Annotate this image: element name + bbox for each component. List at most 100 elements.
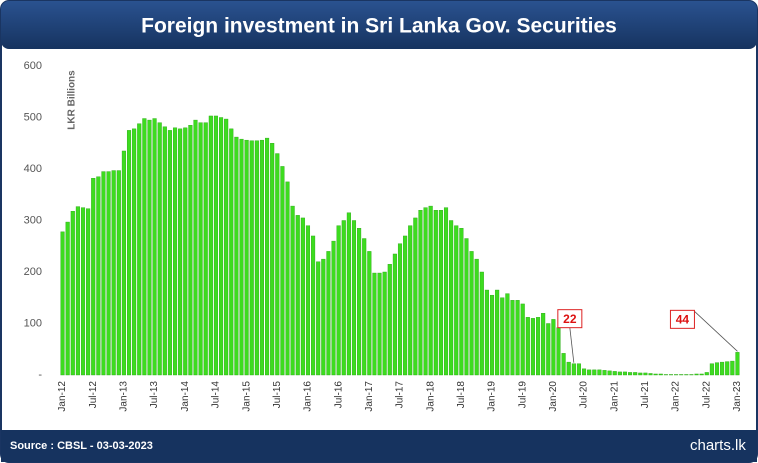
bar [311, 235, 316, 376]
x-tick-label: Jul-12 [88, 381, 99, 409]
bar [658, 373, 663, 376]
bar [106, 171, 111, 376]
bar [668, 374, 674, 376]
x-tick-label: Jan-15 [241, 381, 252, 412]
bar [162, 126, 167, 376]
bar [489, 294, 495, 376]
bar [530, 318, 535, 376]
x-tick-label: Jan-13 [119, 381, 130, 412]
bar [254, 140, 259, 376]
x-tick-label: Jul-13 [149, 381, 160, 409]
bar [147, 119, 152, 376]
bar [607, 370, 612, 376]
x-tick-label: Jul-15 [272, 381, 283, 409]
x-tick-label: Jul-22 [701, 381, 712, 409]
bar [628, 372, 633, 376]
bar [464, 238, 469, 376]
logo: charts.lk [690, 437, 746, 454]
bar [387, 264, 392, 376]
bar [495, 289, 500, 376]
y-tick-label: 500 [24, 111, 42, 123]
bar [725, 361, 730, 376]
y-tick-label: 300 [24, 214, 42, 226]
bar [556, 327, 561, 376]
bar [65, 221, 70, 376]
bar [587, 369, 592, 376]
bar [602, 370, 607, 376]
bar [367, 251, 372, 376]
bar [193, 119, 198, 376]
bar [96, 176, 101, 376]
bar [479, 271, 484, 376]
bar [520, 303, 525, 376]
bar [101, 171, 106, 376]
x-tick-label: Jul-18 [456, 381, 467, 409]
bar [433, 209, 438, 376]
bar [597, 369, 602, 376]
bar [469, 251, 474, 376]
bar [709, 363, 714, 376]
bar [566, 361, 571, 376]
bar [653, 373, 658, 376]
bar [183, 127, 188, 376]
bar [449, 220, 454, 376]
bar [689, 374, 694, 376]
bar [377, 272, 382, 376]
bar [418, 209, 423, 376]
bar [510, 300, 515, 376]
bar [116, 170, 121, 376]
bar [525, 317, 530, 376]
bar [699, 373, 704, 376]
bar [60, 231, 65, 376]
bar [592, 369, 597, 376]
bar [259, 139, 264, 376]
x-tick-label: Jan-19 [487, 381, 498, 412]
footer-bar [1, 430, 757, 462]
bar [730, 360, 735, 376]
bar [331, 240, 336, 376]
bar [561, 353, 566, 376]
bar [234, 136, 239, 376]
chart-title: Foreign investment in Sri Lanka Gov. Sec… [141, 15, 617, 38]
bar [638, 372, 643, 376]
bar [285, 181, 290, 376]
x-tick-label: Jul-21 [640, 381, 651, 409]
bar [172, 127, 178, 376]
bar [239, 138, 244, 376]
x-tick-label: Jan-12 [57, 381, 68, 412]
bar [674, 374, 679, 376]
callout-line [694, 311, 738, 352]
x-tick-label: Jan-18 [425, 381, 436, 412]
label-box [669, 309, 695, 329]
x-tick-label: Jan-14 [180, 381, 191, 412]
y-tick-label: - [38, 369, 42, 381]
bar [203, 122, 208, 376]
bar [111, 170, 116, 376]
bar [622, 371, 628, 376]
bar [86, 208, 91, 376]
bar [679, 374, 684, 376]
x-tick-label: Jul-16 [333, 381, 344, 409]
bar [443, 207, 449, 376]
bar [70, 211, 75, 376]
x-tick-label: Jan-23 [732, 381, 743, 412]
source: Source : CBSL - 03-03-2023 [10, 440, 153, 452]
bar [213, 115, 218, 376]
bar [582, 368, 587, 376]
bar [275, 153, 280, 376]
bar [423, 207, 428, 376]
bar [208, 115, 213, 376]
x-tick-label: Jan-16 [303, 381, 314, 412]
bar [219, 117, 224, 376]
bar [346, 212, 351, 376]
bar [382, 271, 387, 376]
bar [648, 373, 653, 376]
bar [392, 253, 397, 376]
bar [132, 128, 137, 376]
bar [633, 372, 638, 376]
bar [121, 150, 126, 376]
bar [720, 361, 725, 376]
bar [178, 128, 183, 376]
bar [300, 217, 305, 376]
